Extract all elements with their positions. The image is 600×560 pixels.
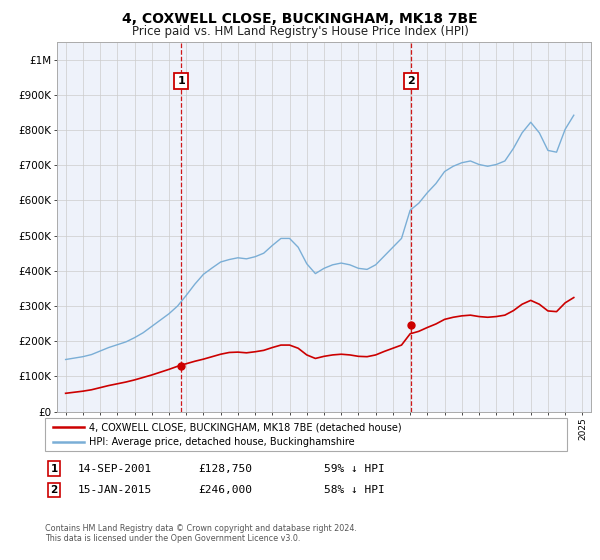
Text: 2: 2 (50, 485, 58, 495)
Text: 4, COXWELL CLOSE, BUCKINGHAM, MK18 7BE: 4, COXWELL CLOSE, BUCKINGHAM, MK18 7BE (122, 12, 478, 26)
Text: £246,000: £246,000 (198, 485, 252, 495)
Text: This data is licensed under the Open Government Licence v3.0.: This data is licensed under the Open Gov… (45, 534, 301, 543)
Text: 1: 1 (178, 76, 185, 86)
Text: Price paid vs. HM Land Registry's House Price Index (HPI): Price paid vs. HM Land Registry's House … (131, 25, 469, 38)
Text: 15-JAN-2015: 15-JAN-2015 (78, 485, 152, 495)
Text: 14-SEP-2001: 14-SEP-2001 (78, 464, 152, 474)
Text: 59% ↓ HPI: 59% ↓ HPI (324, 464, 385, 474)
Text: 4, COXWELL CLOSE, BUCKINGHAM, MK18 7BE (detached house): 4, COXWELL CLOSE, BUCKINGHAM, MK18 7BE (… (89, 422, 402, 432)
Text: Contains HM Land Registry data © Crown copyright and database right 2024.: Contains HM Land Registry data © Crown c… (45, 524, 357, 533)
Text: £128,750: £128,750 (198, 464, 252, 474)
Text: 2: 2 (407, 76, 415, 86)
Text: HPI: Average price, detached house, Buckinghamshire: HPI: Average price, detached house, Buck… (89, 437, 355, 447)
FancyBboxPatch shape (45, 418, 567, 451)
Text: 1: 1 (50, 464, 58, 474)
Text: 58% ↓ HPI: 58% ↓ HPI (324, 485, 385, 495)
